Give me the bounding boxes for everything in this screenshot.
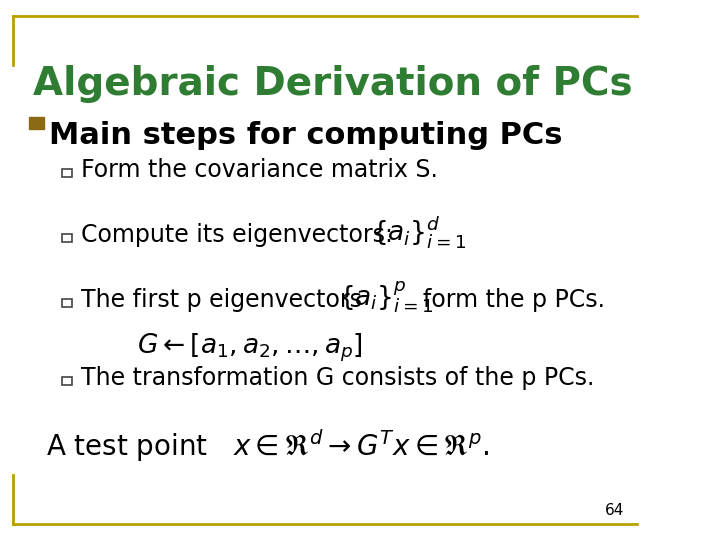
- Text: $\{a_i\}_{i=1}^{p}$: $\{a_i\}_{i=1}^{p}$: [338, 279, 434, 315]
- Text: $\{a_i\}_{i=1}^{d}$: $\{a_i\}_{i=1}^{d}$: [371, 214, 467, 250]
- FancyBboxPatch shape: [62, 377, 71, 385]
- Text: Main steps for computing PCs: Main steps for computing PCs: [49, 122, 562, 151]
- FancyBboxPatch shape: [62, 299, 71, 307]
- Text: The transformation G consists of the p PCs.: The transformation G consists of the p P…: [81, 366, 595, 390]
- FancyBboxPatch shape: [62, 234, 71, 242]
- FancyBboxPatch shape: [62, 169, 71, 177]
- Text: The first p eigenvectors: The first p eigenvectors: [81, 288, 362, 312]
- Text: Algebraic Derivation of PCs: Algebraic Derivation of PCs: [32, 65, 632, 103]
- Text: form the p PCs.: form the p PCs.: [423, 288, 605, 312]
- Text: Form the covariance matrix S.: Form the covariance matrix S.: [81, 158, 438, 182]
- Text: $G \leftarrow [a_1, a_2, \ldots, a_p]$: $G \leftarrow [a_1, a_2, \ldots, a_p]$: [137, 332, 363, 365]
- Text: 64: 64: [605, 503, 624, 518]
- FancyBboxPatch shape: [30, 117, 44, 129]
- Text: A test point   $x \in \mathfrak{R}^d \rightarrow G^T x \in \mathfrak{R}^p.$: A test point $x \in \mathfrak{R}^d \righ…: [45, 427, 489, 464]
- Text: Compute its eigenvectors:: Compute its eigenvectors:: [81, 223, 393, 247]
